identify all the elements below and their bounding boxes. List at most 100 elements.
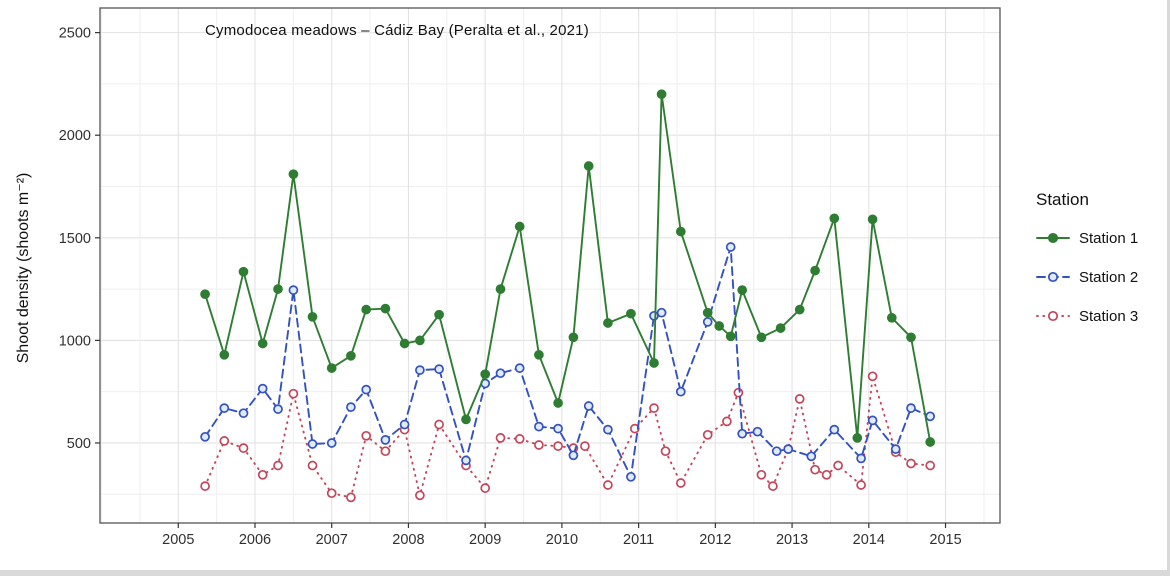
y-tick-label: 2000 <box>59 128 91 144</box>
data-point-station-3 <box>200 481 210 491</box>
data-point-station-1 <box>603 318 613 328</box>
data-point-station-1 <box>656 89 667 100</box>
data-point-station-2 <box>415 365 425 375</box>
data-point-station-2 <box>399 419 410 430</box>
data-point-station-3 <box>925 460 936 471</box>
x-tick-label: 2011 <box>623 532 654 548</box>
data-point-station-2 <box>752 426 763 437</box>
data-point-station-3 <box>810 464 820 475</box>
data-point-station-2 <box>867 415 878 426</box>
data-point-station-3 <box>346 492 356 503</box>
screenshot-right-edge <box>1167 0 1170 576</box>
data-point-station-2 <box>380 435 391 445</box>
data-point-station-3 <box>629 423 640 434</box>
data-point-station-3 <box>480 483 491 493</box>
legend-item: Station 1 <box>1036 224 1138 252</box>
data-point-station-1 <box>380 303 391 314</box>
data-point-station-1 <box>553 398 563 408</box>
data-point-station-1 <box>775 323 786 333</box>
y-tick-label: 500 <box>67 436 91 452</box>
data-point-station-2 <box>626 471 636 482</box>
data-point-station-1 <box>326 363 337 373</box>
data-point-station-2 <box>890 444 901 454</box>
data-point-station-1 <box>794 304 805 315</box>
data-point-station-1 <box>829 213 840 224</box>
data-point-station-1 <box>756 332 767 343</box>
data-point-station-3 <box>733 387 744 398</box>
data-point-station-1 <box>583 161 594 171</box>
legend-key-station-2 <box>1036 271 1070 283</box>
data-point-station-3 <box>756 469 767 480</box>
series-line-station-3 <box>204 376 932 499</box>
data-point-station-2 <box>553 423 563 434</box>
panel-background <box>100 8 1000 523</box>
x-tick-label: 2007 <box>316 532 348 548</box>
legend: Station Station 1 Station 2 Station 3 <box>1036 190 1138 341</box>
data-point-station-2 <box>238 408 249 419</box>
data-point-station-3 <box>495 433 506 443</box>
x-tick-label: 2005 <box>162 532 194 548</box>
data-point-station-1 <box>702 307 713 318</box>
data-point-station-1 <box>534 349 544 360</box>
data-point-station-1 <box>568 332 579 343</box>
legend-item: Station 2 <box>1036 263 1138 291</box>
data-point-station-2 <box>219 403 230 413</box>
data-point-station-1 <box>810 265 820 276</box>
data-point-station-2 <box>434 364 444 374</box>
data-point-station-3 <box>288 388 299 399</box>
legend-item-label: Station 3 <box>1079 307 1139 325</box>
data-point-station-3 <box>580 441 590 451</box>
data-point-station-1 <box>480 369 491 380</box>
legend-title: Station <box>1036 190 1089 209</box>
panel-border <box>99 7 1001 524</box>
data-point-station-2 <box>675 386 686 397</box>
data-point-station-3 <box>238 443 249 453</box>
data-point-station-3 <box>867 371 878 382</box>
legend-item: Station 3 <box>1036 302 1138 330</box>
data-point-station-1 <box>273 284 283 294</box>
legend-key-station-1 <box>1036 232 1070 244</box>
data-point-station-2 <box>257 383 268 394</box>
data-point-station-3 <box>660 446 671 457</box>
data-point-station-2 <box>725 242 736 252</box>
data-point-station-1 <box>886 312 897 323</box>
legend-item-label: Station 2 <box>1079 268 1139 286</box>
data-point-station-3 <box>534 440 544 450</box>
data-point-station-1 <box>867 214 878 225</box>
data-point-station-2 <box>906 403 916 413</box>
data-point-station-3 <box>273 460 283 471</box>
data-point-station-2 <box>461 455 471 466</box>
data-point-station-2 <box>925 411 936 422</box>
y-tick-label: 2500 <box>59 26 91 42</box>
data-point-station-2 <box>829 424 840 435</box>
data-point-station-1 <box>461 414 471 425</box>
data-point-station-1 <box>399 338 410 349</box>
x-tick-label: 2009 <box>469 532 501 548</box>
data-point-station-2 <box>326 438 337 448</box>
data-point-station-1 <box>288 169 299 180</box>
data-point-station-3 <box>722 416 732 427</box>
data-point-station-1 <box>238 266 249 277</box>
data-point-station-2 <box>346 402 356 412</box>
data-point-station-3 <box>326 488 337 499</box>
data-point-station-1 <box>906 332 916 343</box>
data-point-station-2 <box>273 404 283 414</box>
data-point-station-1 <box>346 350 356 361</box>
data-point-station-3 <box>307 460 318 471</box>
data-point-station-2 <box>495 368 506 379</box>
data-point-station-1 <box>925 437 936 447</box>
data-point-station-2 <box>534 421 544 432</box>
data-point-station-2 <box>656 307 667 318</box>
data-point-station-3 <box>257 469 268 480</box>
legend-key-station-3 <box>1036 310 1070 322</box>
data-point-station-3 <box>856 480 866 490</box>
data-point-station-1 <box>514 221 525 232</box>
data-point-station-2 <box>288 285 299 295</box>
x-tick-label: 2013 <box>776 532 808 548</box>
data-point-station-3 <box>906 458 916 469</box>
x-tick-label: 2014 <box>853 532 885 548</box>
data-point-station-1 <box>714 321 725 331</box>
y-axis-title: Shoot density (shoots m⁻²) <box>15 172 32 364</box>
